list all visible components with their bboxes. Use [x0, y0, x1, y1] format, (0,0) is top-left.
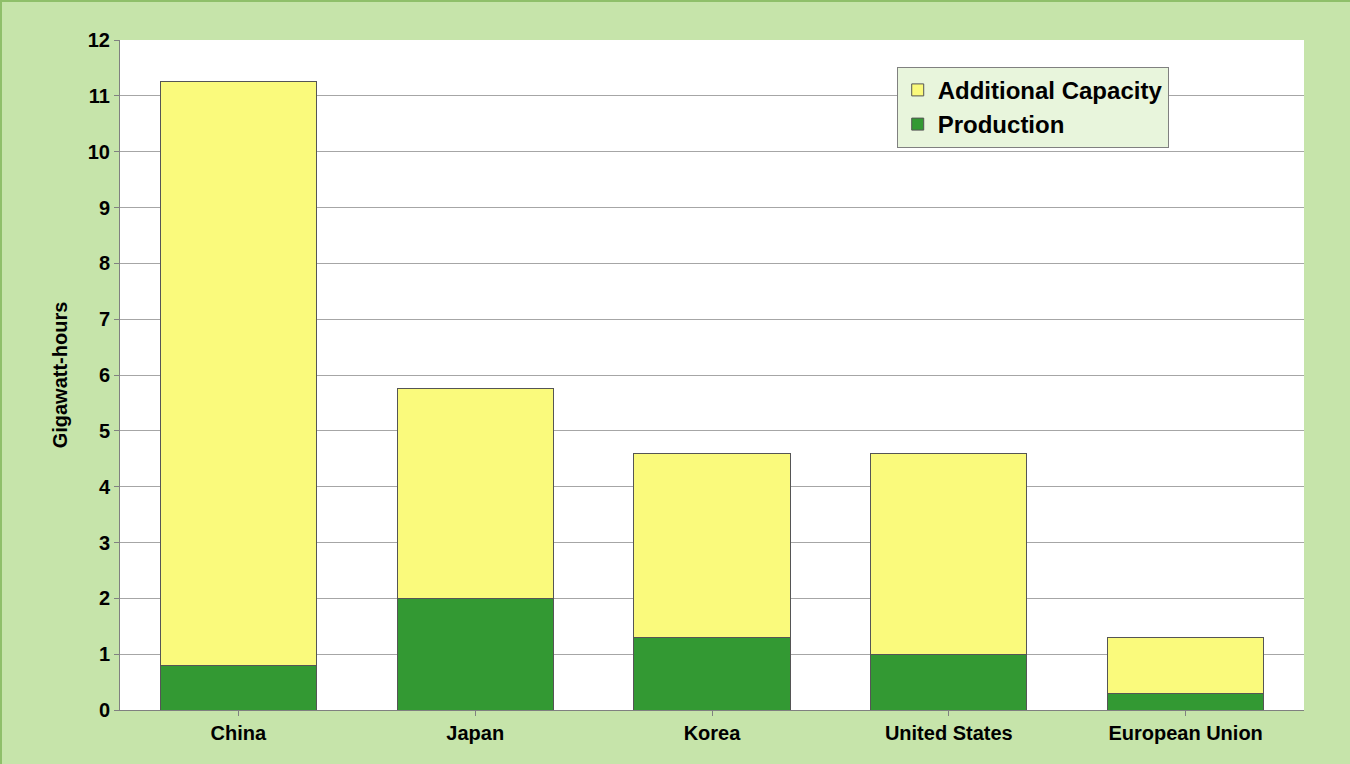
svg-text:8: 8 [99, 252, 110, 274]
svg-text:7: 7 [99, 308, 110, 330]
svg-text:11: 11 [89, 85, 110, 107]
svg-text:Japan: Japan [446, 722, 504, 744]
svg-text:1: 1 [99, 643, 110, 665]
svg-text:4: 4 [99, 476, 111, 498]
svg-text:3: 3 [99, 532, 110, 554]
svg-text:12: 12 [88, 29, 110, 51]
svg-text:5: 5 [99, 420, 110, 442]
svg-text:Production: Production [938, 111, 1065, 138]
svg-text:United States: United States [885, 722, 1013, 744]
svg-text:10: 10 [88, 141, 110, 163]
svg-text:China: China [211, 722, 267, 744]
svg-text:Korea: Korea [684, 722, 742, 744]
svg-text:Additional Capacity: Additional Capacity [938, 77, 1163, 104]
svg-text:2: 2 [99, 587, 110, 609]
svg-text:9: 9 [99, 197, 110, 219]
svg-text:0: 0 [99, 699, 110, 721]
svg-text:Gigawatt-hours: Gigawatt-hours [49, 302, 71, 449]
svg-text:European Union: European Union [1108, 722, 1262, 744]
svg-text:6: 6 [99, 364, 110, 386]
